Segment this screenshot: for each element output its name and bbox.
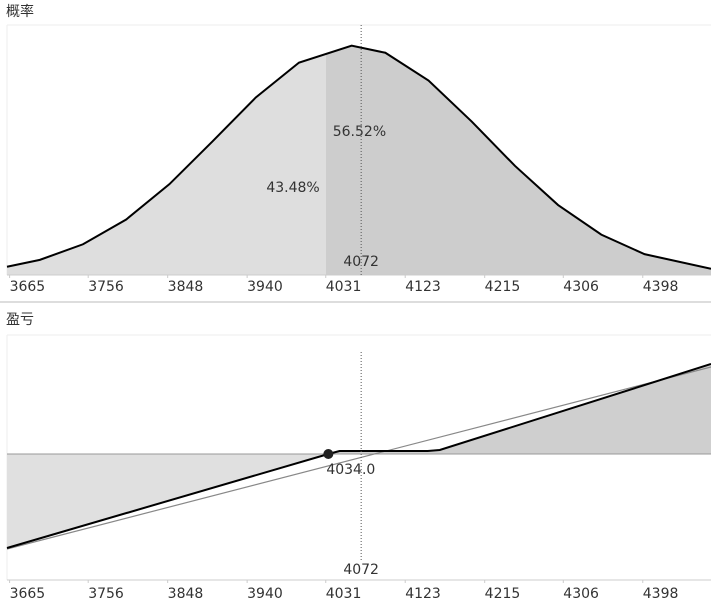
x-tick-label: 3940 — [247, 586, 283, 602]
x-tick-label: 4031 — [326, 586, 362, 602]
area-right — [325, 45, 711, 276]
x-tick-label: 4215 — [485, 279, 521, 295]
x-tick-label: 3665 — [10, 279, 46, 295]
pnl-line — [6, 366, 711, 550]
area-left — [7, 53, 326, 276]
profit-area — [328, 364, 711, 454]
breakeven-point — [323, 449, 334, 459]
x-tick-label: 3756 — [88, 279, 124, 295]
marker-label: 4072 — [343, 254, 379, 270]
x-tick-label: 4123 — [405, 279, 441, 295]
share-label: 56.52% — [333, 124, 386, 140]
x-tick-label: 4306 — [563, 279, 599, 295]
share-label: 43.48% — [266, 180, 319, 196]
x-tick-label: 4123 — [405, 586, 441, 602]
x-tick-label: 3848 — [168, 586, 204, 602]
x-tick-label: 3848 — [168, 279, 204, 295]
x-tick-label: 4031 — [326, 279, 362, 295]
x-tick-label: 4398 — [643, 586, 679, 602]
marker-label: 4072 — [343, 562, 379, 578]
breakeven-label: 4034.0 — [326, 462, 375, 478]
x-tick-label: 3665 — [10, 586, 46, 602]
density-line — [6, 44, 711, 270]
pnl-line — [6, 363, 711, 549]
panel-title: 概率 — [6, 3, 34, 20]
x-tick-label: 4306 — [563, 586, 599, 602]
x-tick-label: 4215 — [485, 586, 521, 602]
panel-title: 盈亏 — [6, 312, 34, 328]
x-tick-label: 3756 — [88, 586, 124, 602]
x-tick-label: 3940 — [247, 279, 283, 295]
x-tick-label: 4398 — [643, 279, 679, 295]
